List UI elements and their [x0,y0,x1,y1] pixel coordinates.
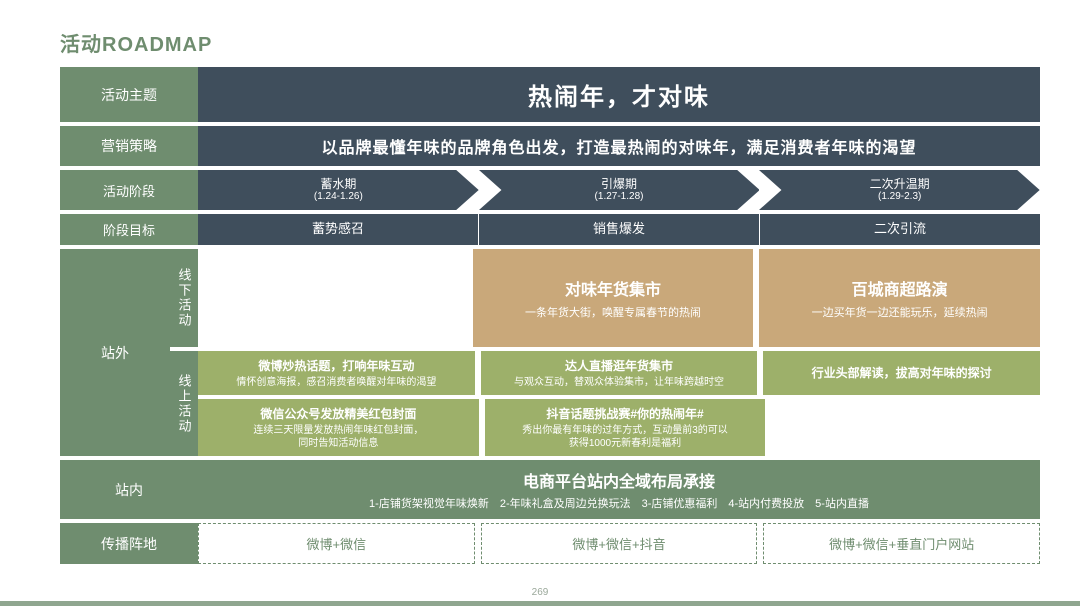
phase-1: 蓄水期(1.24-1.26) [198,170,479,210]
offline-2-sub: 一条年货大街，唤醒专属春节的热闹 [525,304,701,320]
page-title: 活动ROADMAP [60,28,1040,57]
online-rows: 微博炒热话题，打响年味互动 情怀创意海报，感召消费者唤醒对年味的渴望 达人直播逛… [198,351,1040,456]
online-r1c3: 行业头部解读，拔高对年味的探讨 [763,351,1040,395]
theme-text: 热闹年，才对味 [198,67,1040,122]
goal-1: 蓄势感召 [198,214,479,245]
offline-row: 对味年货集市 一条年货大街，唤醒专属春节的热闹 百城商超路演 一边买年货一边还能… [198,249,1040,347]
online-r1c2: 达人直播逛年货集市 与观众互动，替观众体验集市，让年味跨越时空 [481,351,758,395]
phase-3-name: 二次升温期 [870,177,930,191]
phase-1-name: 蓄水期 [314,177,363,191]
online-r1c3-title: 行业头部解读，拔高对年味的探讨 [812,364,992,381]
online-r2c2-sub: 秀出你最有年味的过年方式，互动量前3的可以 获得1000元新春利是福利 [522,424,728,450]
goal-3: 二次引流 [760,214,1040,245]
offline-empty [198,249,467,347]
strategy-text: 以品牌最懂年味的品牌角色出发，打造最热闹的对味年，满足消费者年味的渴望 [198,126,1040,166]
online-r1c1-title: 微博炒热话题，打响年味互动 [258,357,414,374]
inside-title: 电商平台站内全域布局承接 [523,468,715,492]
label-offline: 线下活动 [170,249,198,347]
phase-2: 引爆期(1.27-1.28) [479,170,760,210]
phase-2-date: (1.27-1.28) [595,191,644,203]
online-r1c1: 微博炒热话题，打响年味互动 情怀创意海报，感召消费者唤醒对年味的渴望 [198,351,475,395]
label-theme: 活动主题 [60,67,198,122]
phase-arrows: 蓄水期(1.24-1.26) 引爆期(1.27-1.28) 二次升温期(1.29… [198,170,1040,210]
inside-sub: 1-店铺货架视觉年味焕新 2-年味礼盒及周边兑换玩法 3-店铺优惠福利 4-站内… [369,495,869,511]
footer-bar [0,601,1080,606]
online-r2c2-title: 抖音话题挑战赛#你的热闹年# [546,405,703,422]
channel-1: 微博+微信 [198,523,475,564]
label-strategy: 营销策略 [60,126,198,166]
roadmap-grid: 活动主题 热闹年，才对味 营销策略 以品牌最懂年味的品牌角色出发，打造最热闹的对… [60,67,1040,564]
offline-box-3: 百城商超路演 一边买年货一边还能玩乐，延续热闹 [759,249,1040,347]
inside-box: 电商平台站内全域布局承接 1-店铺货架视觉年味焕新 2-年味礼盒及周边兑换玩法 … [198,460,1040,519]
phase-3: 二次升温期(1.29-2.3) [759,170,1040,210]
channel-2: 微博+微信+抖音 [481,523,758,564]
offline-3-sub: 一边买年货一边还能玩乐，延续热闹 [812,304,988,320]
online-r2c1: 微信公众号发放精美红包封面 连续三天限量发放热闹年味红包封面， 同时告知活动信息 [198,399,479,456]
phase-3-date: (1.29-2.3) [870,191,930,203]
label-goal: 阶段目标 [60,214,198,245]
channel-3: 微博+微信+垂直门户网站 [763,523,1040,564]
online-r1c1-sub: 情怀创意海报，感召消费者唤醒对年味的渴望 [236,376,436,389]
label-channels: 传播阵地 [60,523,198,564]
offline-2-title: 对味年货集市 [565,276,661,300]
online-r2c1-sub: 连续三天限量发放热闹年味红包封面， 同时告知活动信息 [253,424,423,450]
phase-1-date: (1.24-1.26) [314,191,363,203]
online-r1c2-title: 达人直播逛年货集市 [565,357,673,374]
online-r2c2: 抖音话题挑战赛#你的热闹年# 秀出你最有年味的过年方式，互动量前3的可以 获得1… [485,399,766,456]
channels-row: 微博+微信 微博+微信+抖音 微博+微信+垂直门户网站 [198,523,1040,564]
label-online: 线上活动 [170,351,198,456]
online-r1c2-sub: 与观众互动，替观众体验集市，让年味跨越时空 [514,376,724,389]
label-inside: 站内 [60,460,198,519]
offline-box-2: 对味年货集市 一条年货大街，唤醒专属春节的热闹 [473,249,754,347]
label-outside: 站外 [60,249,170,456]
page-number: 269 [532,587,549,598]
online-r2-empty [771,399,1040,456]
label-phase: 活动阶段 [60,170,198,210]
goal-2: 销售爆发 [479,214,760,245]
online-r2c1-title: 微信公众号发放精美红包封面 [260,405,416,422]
offline-3-title: 百城商超路演 [852,276,948,300]
phase-2-name: 引爆期 [595,177,644,191]
goal-row: 蓄势感召 销售爆发 二次引流 [198,214,1040,245]
